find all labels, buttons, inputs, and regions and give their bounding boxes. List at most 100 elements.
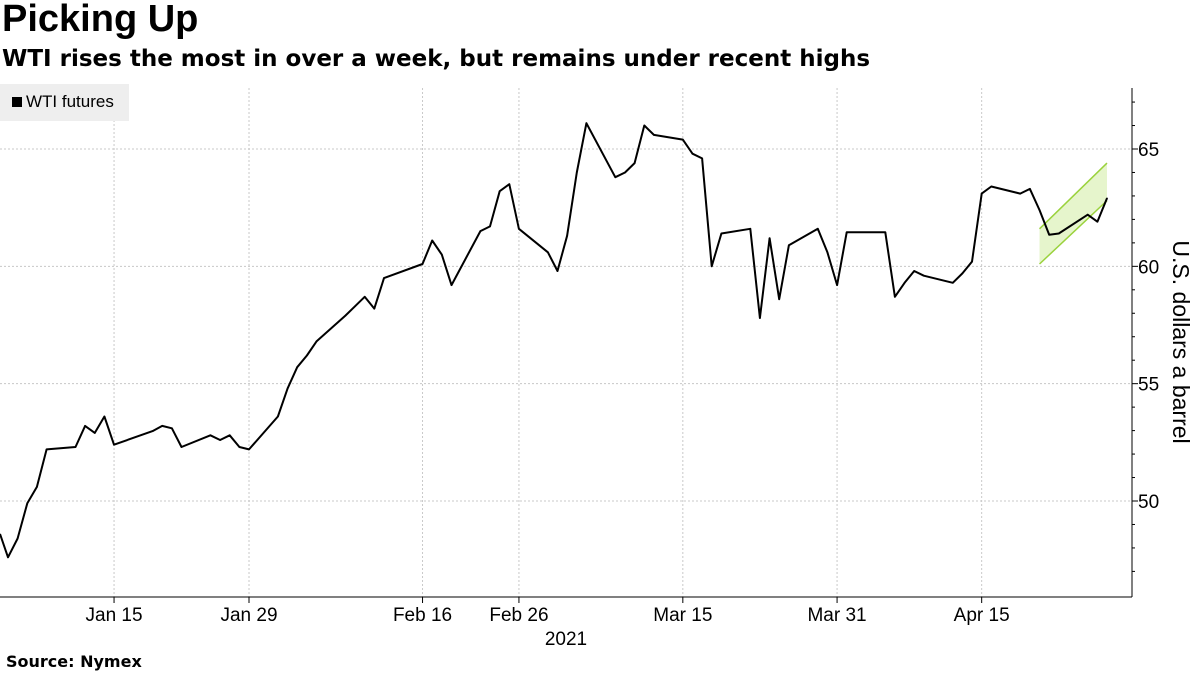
data-point — [248, 448, 250, 451]
data-point — [151, 430, 154, 432]
chart-title: Picking Up — [2, 0, 199, 40]
data-point — [354, 305, 356, 308]
x-tick-label: Jan 29 — [220, 605, 277, 626]
data-point — [903, 282, 906, 284]
data-point — [84, 425, 86, 427]
data-point — [624, 171, 626, 174]
data-point — [576, 171, 578, 174]
y-tick-label: 55 — [1138, 375, 1159, 396]
data-point — [1106, 197, 1108, 200]
data-point — [74, 446, 77, 448]
data-point — [701, 157, 703, 160]
data-point — [961, 272, 964, 275]
trend-channel — [1038, 162, 1108, 265]
x-tick-label: Jan 15 — [86, 605, 143, 626]
data-point — [614, 176, 617, 178]
data-point — [884, 231, 887, 234]
x-tick-label: Mar 31 — [807, 605, 866, 626]
data-point — [788, 244, 790, 246]
data-point — [845, 231, 848, 234]
data-point — [228, 434, 231, 437]
data-point — [306, 354, 308, 357]
series-layer — [0, 122, 1108, 559]
data-point — [1038, 209, 1041, 211]
data-point — [990, 185, 993, 188]
data-point — [315, 340, 318, 343]
data-point — [1096, 220, 1099, 223]
x-tick-label: Feb 16 — [393, 605, 452, 626]
data-point — [547, 251, 549, 254]
data-point — [277, 415, 279, 418]
data-point — [971, 260, 973, 263]
data-point — [421, 263, 424, 265]
data-point — [585, 122, 588, 124]
source-note: Source: Nymex — [6, 652, 142, 671]
data-point — [479, 230, 482, 232]
x-tick-label: Feb 26 — [489, 605, 548, 626]
legend: WTI futures — [0, 84, 129, 121]
series-line-wti-futures — [0, 122, 1108, 559]
channel-lower-line — [1039, 200, 1108, 265]
data-point — [373, 307, 376, 310]
axes — [0, 88, 1133, 598]
grid-lines — [0, 88, 1138, 603]
legend-swatch — [12, 97, 22, 107]
data-point — [643, 124, 646, 127]
data-point — [720, 232, 723, 235]
data-point — [103, 415, 106, 418]
data-point — [450, 284, 453, 286]
data-point — [749, 228, 752, 230]
data-point — [1019, 192, 1021, 195]
x-tick-label: Mar 15 — [653, 605, 712, 626]
data-point — [36, 486, 38, 488]
data-point — [363, 296, 366, 298]
data-point — [1086, 213, 1089, 216]
data-point — [113, 443, 115, 446]
data-point — [219, 439, 221, 441]
data-point — [778, 298, 780, 301]
data-point — [209, 434, 212, 437]
data-point — [952, 282, 954, 284]
legend-label: WTI futures — [26, 92, 114, 111]
data-point — [1048, 233, 1050, 236]
data-point — [759, 317, 761, 319]
data-point — [286, 387, 289, 390]
data-point — [180, 446, 183, 448]
data-point — [94, 432, 96, 434]
data-point — [894, 296, 896, 298]
y-axis-label: U.S. dollars a barrel — [1168, 240, 1194, 443]
data-point — [171, 427, 173, 430]
data-point — [826, 251, 829, 254]
data-point — [710, 265, 713, 268]
data-point — [836, 284, 838, 286]
data-point — [489, 225, 491, 228]
data-point — [556, 270, 559, 272]
tick-labels: 50 55 60 65 Jan 15 Jan 29 Feb 16 Feb 26 Mar 15 Ma… — [86, 140, 1160, 626]
data-point — [980, 192, 983, 195]
channel-upper-line — [1038, 162, 1108, 230]
data-point — [566, 235, 568, 237]
chart-subtitle: WTI rises the most in over a week, but r… — [2, 46, 871, 72]
data-point — [653, 134, 655, 136]
data-point — [508, 183, 511, 185]
data-point — [238, 446, 241, 448]
data-point — [16, 537, 19, 540]
data-point — [768, 237, 771, 239]
year-label: 2021 — [545, 629, 587, 650]
data-point — [45, 448, 48, 451]
data-point — [1029, 188, 1031, 190]
data-point — [913, 270, 915, 272]
data-point — [691, 152, 694, 155]
x-tick-label: Apr 15 — [954, 605, 1010, 626]
data-point — [26, 502, 29, 505]
data-point — [161, 425, 163, 427]
data-point — [296, 366, 299, 369]
y-tick-label: 50 — [1138, 492, 1159, 513]
data-point — [518, 228, 520, 230]
data-point — [817, 228, 819, 230]
y-tick-label: 65 — [1138, 140, 1159, 161]
data-point — [498, 190, 501, 192]
y-tick-label: 60 — [1138, 257, 1159, 278]
data-point — [431, 239, 434, 242]
